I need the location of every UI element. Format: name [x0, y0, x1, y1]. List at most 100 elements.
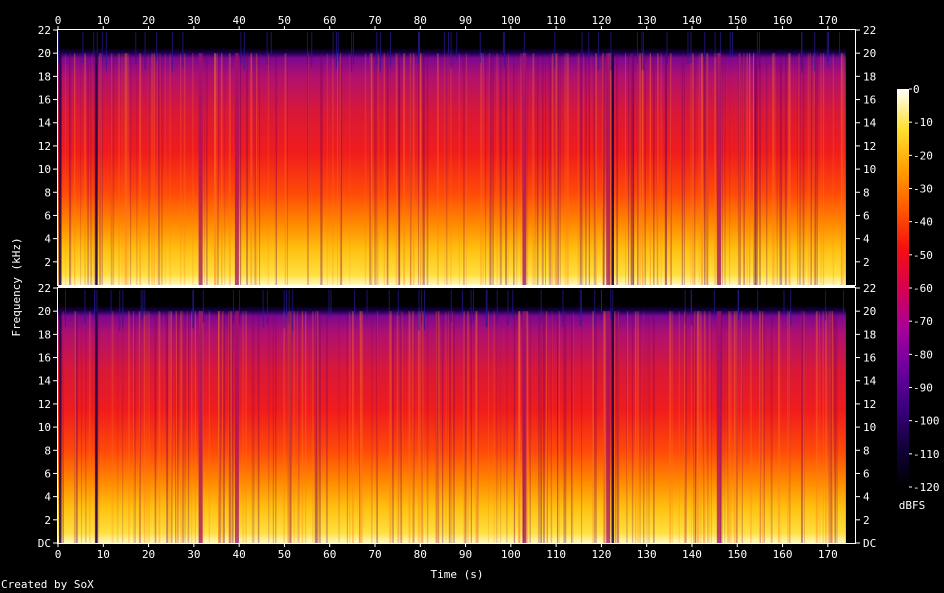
x-tick-label-bottom: 160	[773, 548, 793, 561]
spectrum-stripe	[412, 311, 414, 543]
spectrum-stripe	[803, 311, 805, 543]
spectrum-stripe	[214, 53, 216, 286]
spectrum-spike	[636, 32, 638, 64]
spectrum-stripe	[458, 53, 460, 286]
colorbar-tick-label: -120	[913, 481, 940, 494]
spectrum-spike	[286, 290, 288, 316]
spectrum-stripe	[724, 53, 726, 286]
spectrum-stripe	[760, 311, 762, 543]
spectrum-dips	[59, 30, 855, 286]
x-tick-label-bottom: 110	[546, 548, 566, 561]
spectrum-stripe	[274, 53, 277, 286]
spectrum-stripe	[648, 311, 650, 543]
spectrum-spike	[507, 290, 509, 326]
y-tick-label-left: 2	[44, 514, 51, 527]
y-tick-label-right: 20	[863, 305, 876, 318]
spectrum-spike	[144, 290, 146, 316]
spectrum-stripe	[283, 311, 286, 543]
spectrum-stripe	[370, 53, 373, 286]
spectrum-spike	[580, 290, 582, 315]
spectrum-spike	[328, 290, 330, 317]
spectrum-stripe	[610, 53, 612, 286]
spectrum-stripe	[99, 53, 101, 286]
spectrum-stripe	[94, 311, 96, 543]
spectrum-stripe	[422, 53, 425, 286]
spectrum-spike	[684, 290, 686, 324]
x-tick-label-top: 120	[591, 14, 611, 27]
spectrum-stripe	[657, 53, 659, 286]
spectrum-stripe	[449, 311, 451, 543]
spectrum-stripe	[376, 311, 378, 543]
spectrum-stripe	[218, 311, 221, 543]
spectrum-stripe	[250, 53, 252, 286]
spectrum-stripe	[637, 53, 639, 286]
spectrum-stripe	[139, 53, 142, 286]
spectrogram-channel-left	[58, 30, 855, 286]
spectrum-stripe	[488, 311, 489, 543]
spectrum-stripe	[421, 311, 424, 543]
spectrum-stripe	[218, 311, 219, 543]
spectrum-stripe	[290, 311, 292, 543]
spectrum-stripe	[475, 311, 478, 543]
x-axis-bottom: 0 10 20 30 40 50 60 70 80 90 100 110 120 130 140 150 160…	[55, 543, 838, 561]
spectrum-stripe	[121, 53, 122, 286]
spectrum-spike	[424, 290, 425, 331]
spectrum-stripe	[370, 53, 372, 286]
x-tick-label-bottom: 150	[727, 548, 747, 561]
spectrum-stripe	[148, 53, 150, 286]
spectrum-spike	[713, 290, 715, 319]
spectrum-stripe	[101, 53, 102, 286]
spectrum-stripe	[834, 311, 836, 543]
spectrum-stripe	[305, 311, 307, 543]
spectrum-stripe	[250, 53, 253, 286]
spectrum-stripe	[417, 311, 420, 543]
spectrum-stripe	[573, 311, 574, 543]
spectrum-stripe	[369, 53, 371, 286]
spectrum-stripe	[540, 311, 542, 543]
spectrum-stripe	[779, 53, 781, 286]
spectrum-stripe	[147, 53, 149, 286]
spectrum-stripe	[669, 53, 672, 286]
spectrum-stripe	[148, 311, 150, 543]
spectrum-stripe	[84, 53, 86, 286]
spectrum-spike	[714, 32, 716, 58]
spectrum-stripe	[499, 53, 501, 286]
spectrum-stripe	[349, 53, 351, 286]
spectrum-stripe	[595, 53, 597, 286]
spectrum-stripe	[728, 311, 731, 543]
spectrum-spike	[397, 290, 399, 317]
spectrum-stripe	[240, 53, 242, 286]
x-tick-label-top: 70	[368, 14, 381, 27]
x-tick-label-top: 10	[97, 14, 110, 27]
spectrum-spike	[418, 32, 419, 64]
spectrum-stripe	[218, 311, 220, 543]
spectrum-spike	[243, 32, 245, 70]
y-tick-label-right: 8	[863, 444, 870, 457]
spectrum-stripe	[444, 53, 446, 286]
spectrum-stripe	[708, 311, 711, 543]
spectrum-stripe	[419, 53, 421, 286]
spectrum-stripe	[579, 53, 582, 286]
spectrum-stripe	[246, 53, 248, 286]
spectrum-stripe	[272, 311, 274, 543]
spectrum-spike	[101, 32, 103, 61]
y-tick-label-right: 18	[863, 328, 876, 341]
spectrum-stripe	[722, 53, 723, 286]
x-tick-label-bottom: 170	[818, 548, 838, 561]
spectrum-stripe	[742, 311, 743, 543]
spectrum-stripe	[183, 53, 186, 286]
spectrum-stripe	[470, 311, 472, 543]
spectrum-stripe	[228, 311, 230, 543]
x-tick-label-top: 90	[459, 14, 472, 27]
x-tick-label-top: 160	[773, 14, 793, 27]
spectrum-spike	[311, 32, 313, 67]
spectrum-stripe	[359, 311, 361, 543]
spectrum-stripe	[753, 53, 755, 286]
spectrum-spike	[588, 32, 590, 60]
spectrum-stripe	[603, 53, 605, 286]
spectrum-stripe	[287, 53, 288, 286]
spectrum-stripe	[74, 311, 76, 543]
spectrum-stripe	[287, 311, 289, 543]
spectrum-stripe	[559, 53, 561, 286]
